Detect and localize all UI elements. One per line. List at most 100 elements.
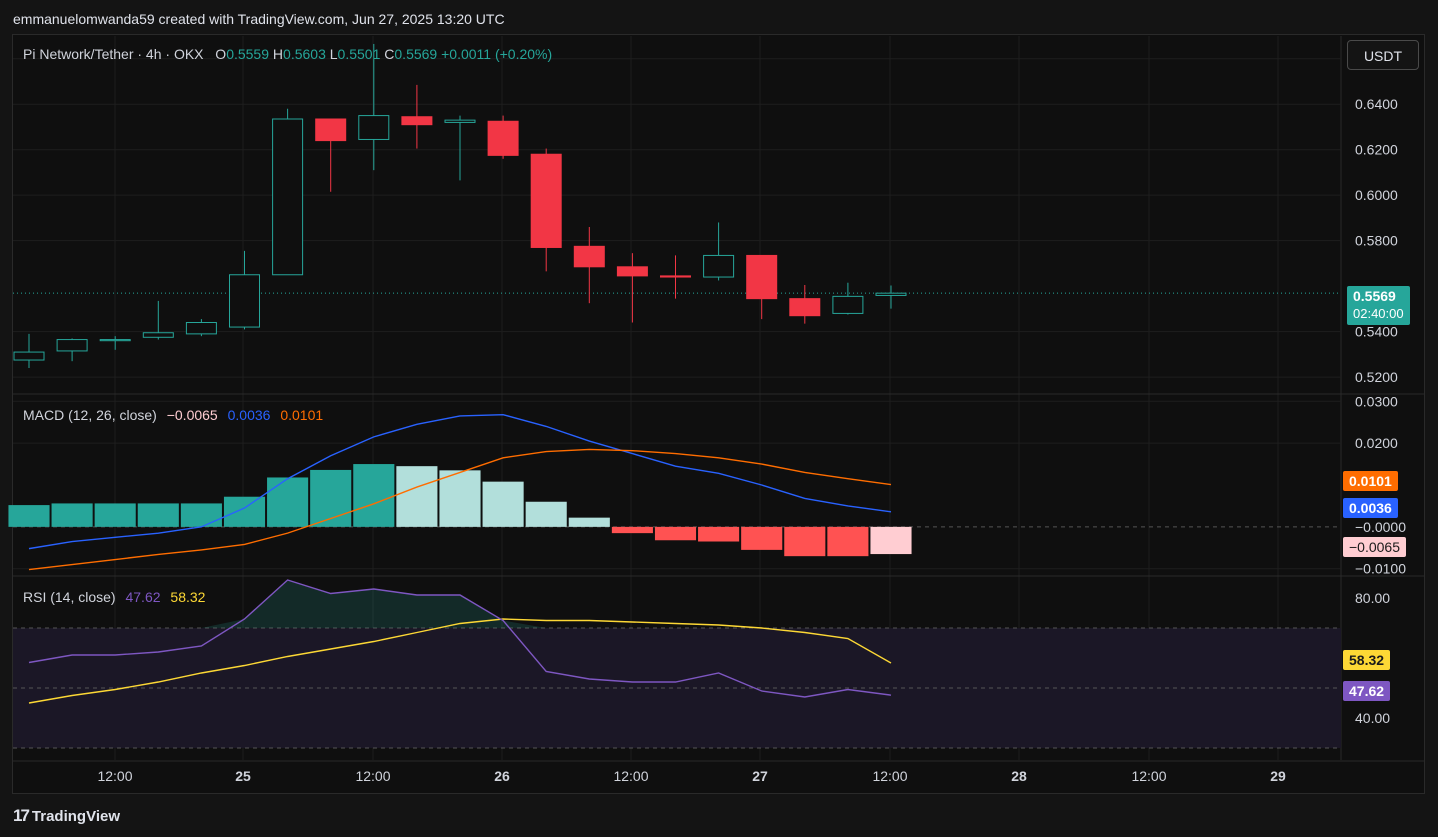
macd-histogram-bar — [396, 466, 438, 527]
macd-histogram-bar — [310, 469, 352, 527]
candle-up — [229, 274, 260, 328]
low-label: L — [329, 46, 338, 62]
macd-histogram-bar — [525, 501, 567, 527]
macd-histogram-bar — [439, 470, 481, 527]
tradingview-logo[interactable]: 17 TradingView — [13, 806, 120, 826]
macd-histogram-bar — [784, 526, 826, 557]
macd-axis-tick: 0.0200 — [1355, 435, 1398, 451]
macd-histogram-bar — [482, 481, 524, 527]
candle-up — [99, 339, 131, 342]
x-axis-tick: 12:00 — [97, 768, 132, 784]
close-value: 0.5569 — [394, 46, 438, 62]
candle-up — [444, 119, 476, 123]
x-axis-tick: 25 — [235, 768, 251, 784]
candle-up — [56, 339, 88, 352]
candle-up — [272, 118, 304, 276]
macd-signal-tag: 0.0101 — [1343, 471, 1398, 491]
macd-line-value: 0.0036 — [227, 407, 271, 423]
bar-countdown: 02:40:00 — [1353, 306, 1404, 321]
macd-histogram-bar — [267, 477, 309, 527]
x-axis-tick: 12:00 — [1131, 768, 1166, 784]
candle-up — [703, 254, 735, 278]
macd-hist-value: −0.0065 — [166, 407, 218, 423]
x-axis-tick: 12:00 — [613, 768, 648, 784]
candle-up — [358, 115, 390, 140]
macd-histogram-bar — [180, 503, 222, 527]
price-axis-tick: 0.6200 — [1355, 142, 1398, 158]
candle-up — [13, 351, 45, 361]
candle-up — [875, 292, 907, 296]
candle-up — [142, 332, 174, 338]
macd-histogram-bar — [223, 496, 266, 527]
close-label: C — [384, 46, 395, 62]
rsi-label: RSI (14, close) — [23, 589, 116, 605]
candle-down — [315, 118, 347, 142]
x-axis-tick: 29 — [1270, 768, 1286, 784]
candle-down — [789, 298, 821, 317]
rsi-ma-value: 58.32 — [170, 589, 206, 605]
macd-histogram-bar — [827, 526, 869, 557]
macd-histogram-bar — [741, 526, 783, 550]
macd-signal-value: 0.0101 — [280, 407, 324, 423]
rsi-overbought-fill — [29, 580, 891, 628]
open-label: O — [215, 46, 227, 62]
macd-histogram-bar — [94, 503, 136, 527]
currency-button[interactable]: USDT — [1347, 40, 1419, 70]
attribution: emmanuelomwanda59 created with TradingVi… — [13, 11, 505, 27]
x-axis-tick: 12:00 — [872, 768, 907, 784]
price-axis-tick: 0.5200 — [1355, 369, 1398, 385]
candle-down — [401, 116, 433, 126]
candle-down — [616, 266, 648, 277]
x-axis-tick: 27 — [752, 768, 768, 784]
price-axis-tick: 0.5400 — [1355, 324, 1398, 340]
macd-legend: MACD (12, 26, close) −0.0065 0.0036 0.01… — [23, 407, 323, 423]
macd-histogram-bar — [8, 505, 50, 527]
candle-down — [573, 245, 605, 268]
macd-histogram-bar — [137, 503, 179, 527]
candle-down — [746, 254, 778, 300]
macd-histogram-bar — [654, 526, 697, 541]
price-axis-tick: 0.6000 — [1355, 187, 1398, 203]
candle-up — [185, 322, 217, 335]
rsi-ma-tag: 58.32 — [1343, 650, 1391, 670]
macd-axis-tick: −0.0000 — [1355, 519, 1406, 535]
macd-histogram-bar — [698, 526, 740, 542]
macd-hist-tag: −0.0065 — [1343, 537, 1406, 557]
price-legend: Pi Network/Tether · 4h · OKX O0.5559 H0.… — [23, 46, 552, 62]
rsi-line — [28, 579, 892, 698]
x-axis-tick: 28 — [1011, 768, 1027, 784]
last-price-tag: 0.5569 02:40:00 — [1347, 286, 1410, 325]
macd-histogram-bar — [353, 464, 395, 527]
candle-down — [487, 120, 519, 156]
rsi-axis-tick: 40.00 — [1355, 710, 1390, 726]
macd-label: MACD (12, 26, close) — [23, 407, 157, 423]
rsi-tag: 47.62 — [1343, 681, 1391, 701]
x-axis-tick: 26 — [494, 768, 510, 784]
macd-line — [28, 413, 892, 550]
high-value: 0.5603 — [283, 46, 326, 62]
macd-axis-tick: −0.0100 — [1355, 561, 1406, 577]
macd-histogram-bar — [51, 503, 93, 527]
brand-name: TradingView — [31, 807, 121, 825]
last-price-value: 0.5569 — [1353, 288, 1396, 304]
candle-down — [530, 153, 562, 248]
rsi-axis-tick: 80.00 — [1355, 590, 1390, 606]
high-label: H — [272, 46, 284, 62]
price-axis-tick: 0.5800 — [1355, 233, 1398, 249]
low-value: 0.5501 — [337, 46, 381, 62]
macd-histogram-bar — [568, 517, 610, 527]
macd-signal-line — [28, 448, 892, 571]
macd-line-tag: 0.0036 — [1343, 498, 1398, 518]
macd-histogram-bar — [611, 526, 653, 534]
x-axis-tick: 12:00 — [355, 768, 390, 784]
rsi-ma-line — [28, 618, 892, 704]
candle-up — [832, 295, 864, 314]
open-value: 0.5559 — [226, 46, 270, 62]
rsi-legend: RSI (14, close) 47.62 58.32 — [23, 589, 205, 605]
price-axis-tick: 0.6400 — [1355, 96, 1398, 112]
macd-histogram-bar — [870, 526, 912, 555]
macd-axis-tick: 0.0300 — [1355, 393, 1398, 409]
change-value: +0.0011 (+0.20%) — [441, 46, 553, 62]
rsi-value: 47.62 — [125, 589, 161, 605]
